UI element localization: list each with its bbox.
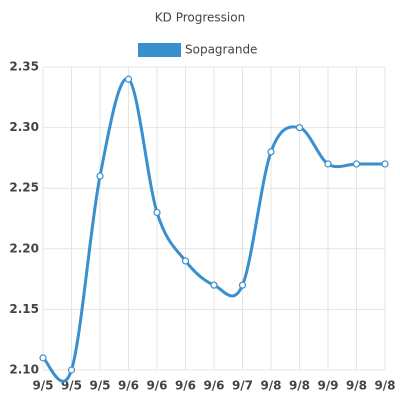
- point: [124, 75, 133, 83]
- point: [238, 281, 247, 289]
- x-tick-label: 9/8: [346, 379, 367, 393]
- point: [210, 281, 218, 289]
- point: [96, 172, 104, 180]
- x-tick-label: 9/6: [146, 379, 167, 393]
- point: [352, 160, 361, 168]
- legend-label: Sopagrande: [185, 43, 257, 57]
- x-tick-label: 9/5: [32, 379, 53, 393]
- point: [267, 148, 275, 156]
- y-tick-label: 2.25: [9, 181, 39, 195]
- x-tick-label: 9/8: [260, 379, 281, 393]
- x-tick-label: 9/5: [89, 379, 110, 393]
- point: [39, 354, 47, 362]
- y-tick-label: 2.20: [9, 241, 39, 255]
- y-tick-label: 2.30: [9, 120, 39, 134]
- y-tick-label: 2.15: [9, 302, 39, 316]
- x-tick-label: 9/6: [175, 379, 196, 393]
- x-tick-label: 9/6: [118, 379, 139, 393]
- x-tick-label: 9/5: [61, 379, 82, 393]
- legend-swatch: [138, 43, 181, 57]
- y-tick-label: 2.35: [9, 60, 39, 74]
- point: [381, 160, 389, 168]
- point: [181, 257, 190, 265]
- point: [295, 123, 304, 132]
- x-tick-label: 9/6: [203, 379, 224, 393]
- point: [153, 208, 161, 217]
- point: [67, 366, 76, 374]
- x-tick-label: 9/7: [232, 379, 253, 393]
- x-tick-label: 9/9: [317, 379, 338, 393]
- x-tick-label: 9/8: [374, 379, 395, 393]
- y-tick-label: 2.10: [9, 363, 39, 377]
- chart-title: KD Progression: [155, 11, 245, 25]
- x-tick-label: 9/8: [289, 379, 310, 393]
- point: [324, 160, 332, 168]
- line: [41, 77, 385, 383]
